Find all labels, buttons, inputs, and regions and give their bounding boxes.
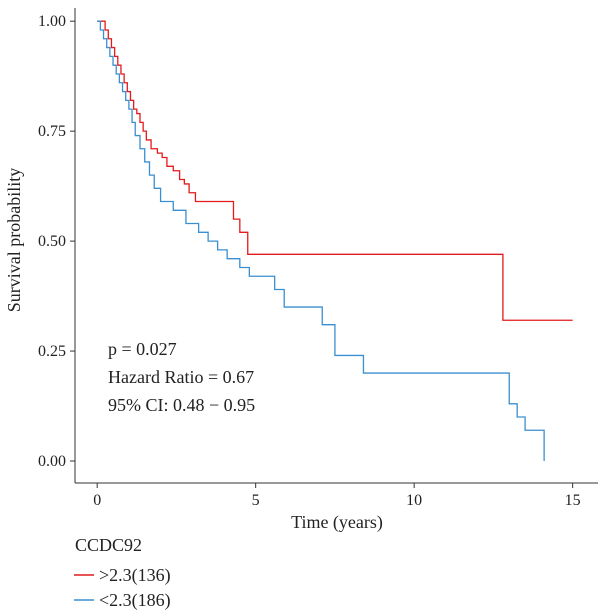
y-axis-title: Survival probability <box>4 168 24 312</box>
ci-annotation: 95% CI: 0.48 − 0.95 <box>108 395 255 415</box>
y-tick-label: 0.50 <box>38 233 66 250</box>
y-tick-label: 0.75 <box>38 123 66 140</box>
survival-curve-high <box>97 20 573 321</box>
x-axis-title: Time (years) <box>291 512 383 533</box>
x-ticks: 0 5 10 15 <box>93 483 581 509</box>
legend-title: CCDC92 <box>75 535 142 555</box>
legend-label-high: >2.3(136) <box>99 565 171 586</box>
y-ticks: 0.00 0.25 0.50 0.75 1.00 <box>38 13 75 470</box>
survival-curves <box>97 20 573 462</box>
y-tick-label: 0.00 <box>38 453 66 470</box>
x-tick-label: 0 <box>93 492 101 509</box>
legend-label-low: <2.3(186) <box>99 590 171 611</box>
p-value-annotation: p = 0.027 <box>108 339 177 359</box>
survival-curve-low <box>97 20 545 462</box>
legend: CCDC92 >2.3(136) <2.3(186) <box>74 535 171 611</box>
x-tick-label: 10 <box>406 492 422 509</box>
x-tick-label: 5 <box>252 492 260 509</box>
plot-area: 0.00 0.25 0.50 0.75 1.00 0 5 10 15 <box>38 8 598 509</box>
hazard-ratio-annotation: Hazard Ratio = 0.67 <box>108 367 254 387</box>
y-tick-label: 0.25 <box>38 343 66 360</box>
x-tick-label: 15 <box>565 492 581 509</box>
y-tick-label: 1.00 <box>38 13 66 30</box>
